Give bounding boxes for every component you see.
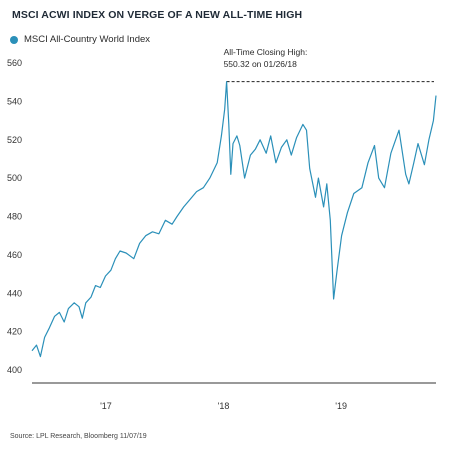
y-tick-label: 480 [7,212,22,222]
legend: MSCI All-Country World Index [10,34,150,45]
source-note: Source: LPL Research, Bloomberg 11/07/19 [10,433,147,440]
y-tick-label: 560 [7,58,22,68]
y-tick-label: 520 [7,135,22,145]
y-tick-label: 460 [7,250,22,260]
y-tick-label: 400 [7,365,22,375]
x-tick-label: '17 [100,401,112,411]
y-tick-label: 540 [7,96,22,106]
legend-label: MSCI All-Country World Index [24,34,151,45]
y-tick-label: 500 [7,173,22,183]
series-line-msci-acwi [31,80,437,358]
series-group [31,80,437,358]
annotation-line-2: 550.32 on 01/26/18 [224,59,298,69]
annotation-line-1: All-Time Closing High: [224,47,308,57]
x-axis-ticks: '17 '18 '19 [100,401,347,411]
y-tick-label: 440 [7,288,22,298]
chart-title: MSCI ACWI INDEX ON VERGE OF A NEW ALL-TI… [12,9,303,21]
y-tick-label: 420 [7,327,22,337]
legend-dot-icon [10,35,18,44]
x-tick-label: '19 [335,401,347,411]
x-tick-label: '18 [218,401,230,411]
y-axis-ticks: 400 420 440 460 480 500 520 540 560 [7,58,22,375]
